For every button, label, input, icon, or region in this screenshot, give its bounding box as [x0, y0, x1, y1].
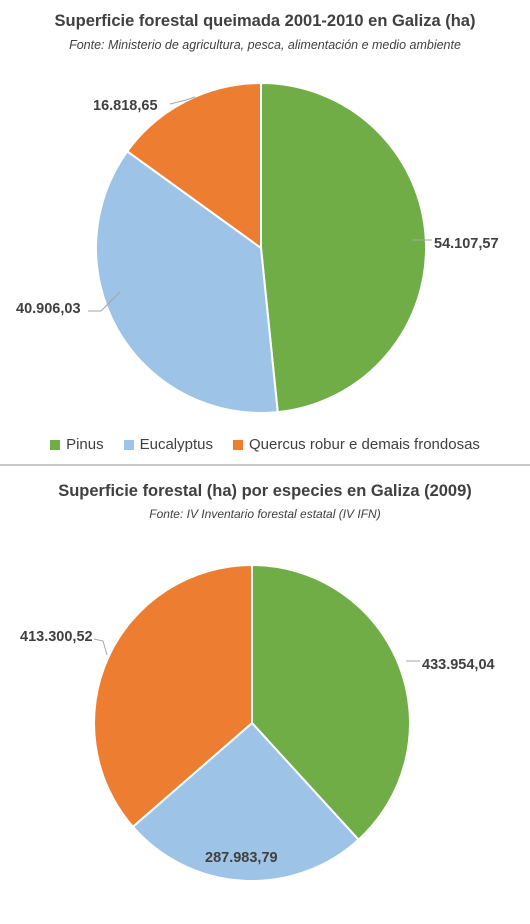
legend-swatch-eucalyptus: [123, 439, 134, 450]
leader-line-quercus: [169, 96, 196, 105]
leader-line-eucalyptus: [88, 291, 121, 312]
forest-area-pie-chart: Superficie forestal (ha) por especies en…: [0, 466, 530, 924]
data-label-quercus: 16.818,65: [93, 98, 158, 114]
legend-swatch-pinus: [50, 439, 61, 450]
pie-slice-quercus: [92, 563, 253, 829]
legend-item-eucalyptus: Eucalyptus: [123, 436, 213, 453]
legend-label-pinus: Pinus: [66, 436, 104, 453]
chart-title: Superficie forestal (ha) por especies en…: [58, 482, 472, 500]
pie-plot: 433.954,04 287.983,79 413.300,52: [20, 563, 495, 882]
burned-area-pie-chart: Superficie forestal queimada 2001-2010 e…: [0, 12, 530, 453]
pie-plot: 54.107,57 40.906,03 16.818,65: [16, 81, 499, 414]
data-label-pinus: 54.107,57: [434, 236, 499, 252]
chart-subtitle: Fonte: Ministerio de agricultura, pesca,…: [69, 38, 461, 52]
leader-line-quercus: [93, 638, 108, 656]
pie-slice-eucalyptus: [95, 149, 279, 414]
legend-swatch-quercus: [232, 439, 243, 450]
legend-label-quercus: Quercus robur e demais frondosas: [248, 436, 480, 453]
pie-slice-pinus: [260, 81, 427, 414]
chart-divider: [0, 464, 530, 466]
legend-item-quercus: Quercus robur e demais frondosas: [232, 436, 480, 453]
chart-subtitle: Fonte: IV Inventario forestal estatal (I…: [149, 507, 381, 521]
pie-slice-eucalyptus: [131, 721, 360, 882]
chart-title: Superficie forestal queimada 2001-2010 e…: [54, 12, 476, 30]
data-label-quercus: 413.300,52: [20, 629, 93, 645]
pie-slice-pinus: [251, 563, 411, 842]
legend: Pinus Eucalyptus Quercus robur e demais …: [0, 436, 530, 453]
legend-item-pinus: Pinus: [50, 436, 104, 453]
data-label-pinus: 433.954,04: [422, 657, 495, 673]
legend-label-eucalyptus: Eucalyptus: [139, 436, 213, 453]
data-label-eucalyptus: 40.906,03: [16, 301, 81, 317]
pie-slice-quercus: [125, 81, 262, 250]
data-label-eucalyptus: 287.983,79: [205, 850, 278, 866]
